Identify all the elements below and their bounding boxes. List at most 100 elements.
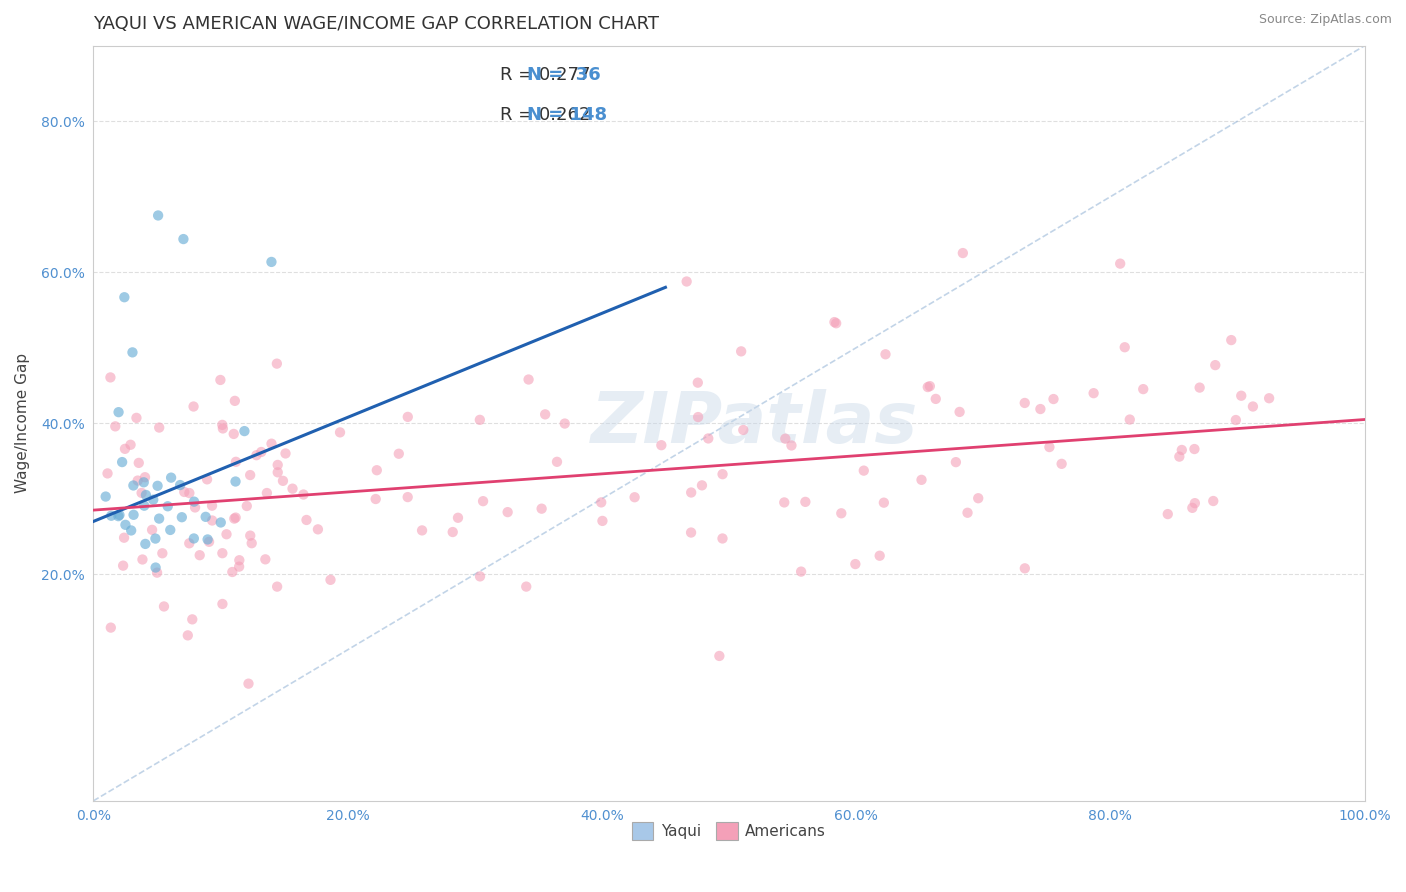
Point: [150, 546, 173, 560]
Point: [100, 370, 122, 384]
Point: [690, 478, 713, 492]
Point: [134, 537, 156, 551]
Point: [107, 509, 129, 524]
Point: [1241, 400, 1264, 414]
Point: [274, 446, 297, 460]
Point: [179, 486, 201, 500]
Point: [844, 557, 866, 571]
Point: [292, 487, 315, 501]
Point: [266, 357, 288, 371]
Point: [160, 470, 183, 484]
Point: [146, 209, 169, 223]
Point: [1132, 382, 1154, 396]
Point: [94, 490, 117, 504]
Point: [534, 408, 557, 422]
Point: [145, 532, 167, 546]
Point: [183, 400, 205, 414]
Point: [396, 490, 419, 504]
Point: [329, 425, 352, 440]
Point: [112, 531, 135, 545]
Point: [681, 485, 703, 500]
Point: [112, 558, 135, 573]
Point: [411, 524, 433, 538]
Point: [184, 500, 207, 515]
Point: [188, 548, 211, 562]
Point: [177, 628, 200, 642]
Point: [925, 392, 948, 406]
Point: [681, 525, 703, 540]
Point: [650, 438, 672, 452]
Point: [125, 410, 148, 425]
Point: [447, 510, 470, 524]
Point: [1083, 386, 1105, 401]
Point: [224, 511, 246, 525]
Point: [952, 246, 974, 260]
Point: [114, 442, 136, 456]
Point: [388, 447, 411, 461]
Point: [224, 393, 246, 408]
Point: [148, 420, 170, 434]
Point: [254, 552, 277, 566]
Point: [1188, 381, 1211, 395]
Point: [730, 344, 752, 359]
Point: [201, 514, 224, 528]
Point: [472, 494, 495, 508]
Text: ZIPatlas: ZIPatlas: [591, 389, 918, 458]
Point: [121, 345, 143, 359]
Point: [211, 546, 233, 560]
Point: [120, 438, 142, 452]
Point: [1181, 500, 1204, 515]
Point: [1014, 561, 1036, 575]
Point: [236, 499, 259, 513]
Text: YAQUI VS AMERICAN WAGE/INCOME GAP CORRELATION CHART: YAQUI VS AMERICAN WAGE/INCOME GAP CORREL…: [93, 15, 659, 33]
Point: [830, 506, 852, 520]
Point: [225, 475, 247, 489]
Point: [96, 467, 118, 481]
Point: [146, 479, 169, 493]
Point: [364, 491, 387, 506]
Point: [135, 488, 157, 502]
Text: N =  36: N = 36: [527, 67, 600, 85]
Point: [127, 474, 149, 488]
Point: [515, 580, 537, 594]
Point: [271, 474, 294, 488]
Point: [468, 569, 491, 583]
Point: [194, 509, 217, 524]
Point: [1038, 440, 1060, 454]
Point: [1119, 412, 1142, 426]
Point: [134, 499, 156, 513]
Point: [441, 524, 464, 539]
Point: [591, 514, 613, 528]
Point: [183, 494, 205, 508]
Point: [591, 495, 613, 509]
Point: [100, 621, 122, 635]
Point: [1184, 496, 1206, 510]
Point: [686, 376, 709, 390]
Point: [496, 505, 519, 519]
Point: [873, 496, 896, 510]
Point: [256, 486, 278, 500]
Point: [104, 419, 127, 434]
Point: [546, 455, 568, 469]
Point: [281, 482, 304, 496]
Point: [250, 445, 273, 459]
Y-axis label: Wage/Income Gap: Wage/Income Gap: [15, 353, 30, 493]
Point: [1114, 340, 1136, 354]
Point: [688, 410, 710, 425]
Point: [967, 491, 990, 506]
Point: [108, 508, 131, 522]
Point: [956, 506, 979, 520]
Point: [773, 495, 796, 509]
Point: [239, 528, 262, 542]
Point: [1109, 257, 1132, 271]
Point: [212, 421, 235, 435]
Point: [156, 500, 179, 514]
Point: [172, 232, 194, 246]
Point: [100, 508, 122, 523]
Point: [159, 523, 181, 537]
Point: [228, 559, 250, 574]
Point: [215, 527, 238, 541]
Point: [170, 510, 193, 524]
Point: [1204, 358, 1226, 372]
Point: [709, 648, 731, 663]
